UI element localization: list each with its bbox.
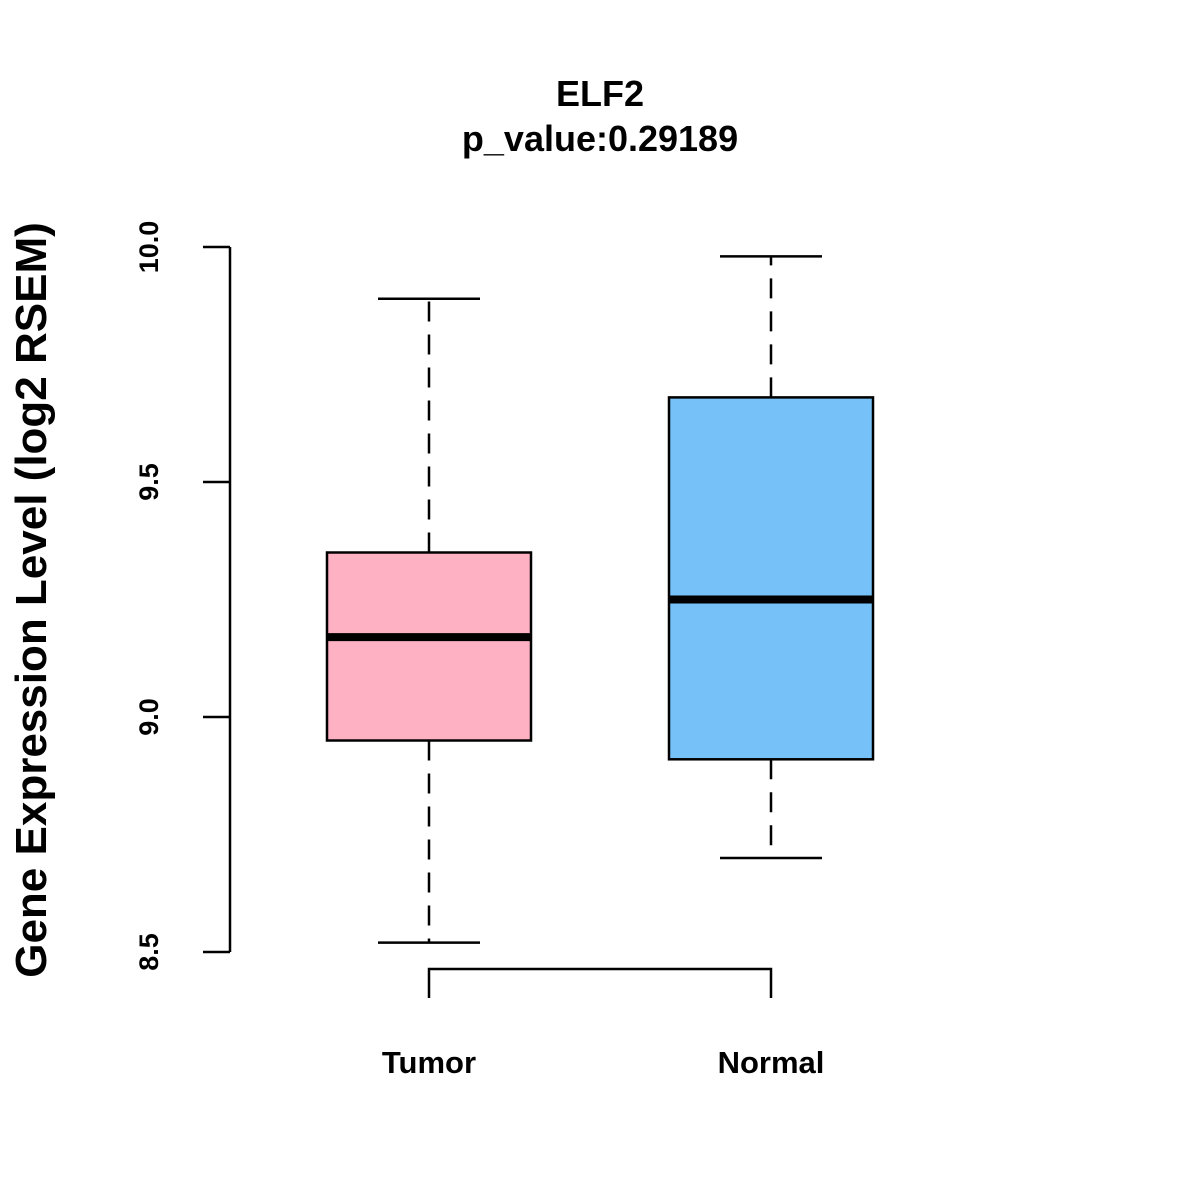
y-axis: 8.5 9.0 9.5 10.0 [134,221,232,971]
y-axis-label: Gene Expression Level (log2 RSEM) [7,222,56,978]
iqr-box [667,396,875,761]
box-tumor [325,297,533,944]
y-tick-label: 10.0 [134,221,164,274]
box-normal [667,255,875,860]
x-axis-labels: Tumor Normal [382,1045,824,1080]
iqr-box [325,551,533,742]
y-tick-label: 9.0 [134,698,164,736]
chart-subtitle: p_value:0.29189 [462,118,738,159]
x-category-label-normal: Normal [718,1045,825,1080]
bracket-line [427,967,773,998]
chart-title: ELF2 [556,73,644,114]
comparison-bracket [427,967,773,998]
y-tick-label: 8.5 [134,933,164,971]
y-tick-label: 9.5 [134,463,164,501]
boxes-group [325,255,875,944]
x-category-label-tumor: Tumor [382,1045,476,1080]
